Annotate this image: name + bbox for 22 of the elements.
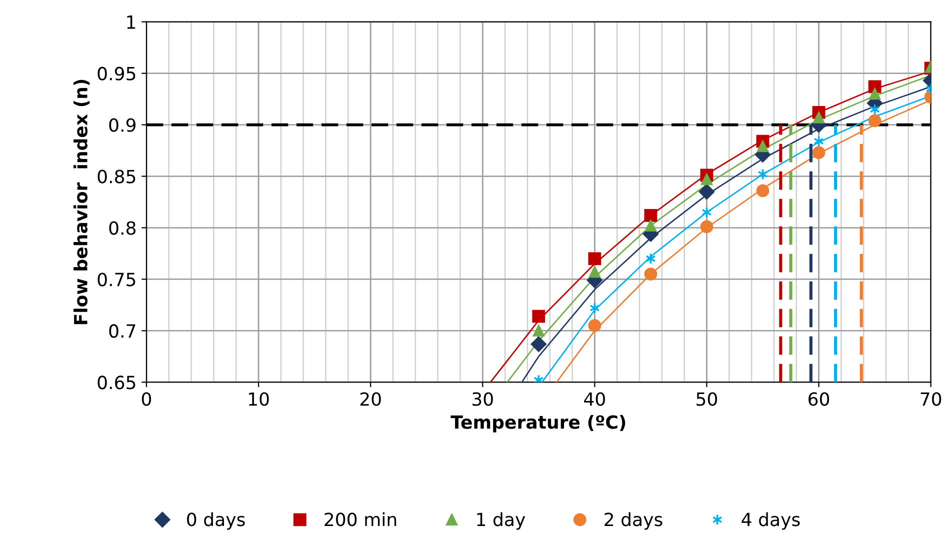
y-tick-label: 0.8	[109, 221, 136, 235]
x-tick-label: 50	[696, 392, 718, 406]
x-tick-label: 70	[920, 392, 942, 406]
x-tick-label: 20	[360, 392, 381, 406]
y-tick-label: 0.85	[98, 170, 136, 184]
legend-label: 2 days	[604, 512, 662, 530]
x-axis-title: Temperature (ºC)	[450, 414, 626, 432]
y-tick-label: 0.95	[98, 66, 136, 80]
x-tick-label: 60	[808, 392, 830, 406]
x-tick-label: 10	[249, 392, 269, 406]
y-tick-label: 0.65	[98, 376, 136, 390]
legend-label: 200 min	[324, 512, 396, 526]
legend-label: 1 day	[477, 512, 526, 530]
x-tick-label: 0	[142, 392, 152, 406]
y-tick-label: 1	[127, 16, 136, 29]
y-tick-label: 0.7	[109, 324, 136, 338]
y-axis-title: Flow behavior index (n)	[74, 80, 90, 324]
y-tick-label: 0.75	[98, 272, 136, 286]
legend-label: 0 days	[187, 512, 245, 530]
x-tick-label: 30	[472, 392, 493, 406]
y-tick-label: 0.9	[109, 118, 136, 132]
x-tick-label: 40	[584, 392, 605, 406]
